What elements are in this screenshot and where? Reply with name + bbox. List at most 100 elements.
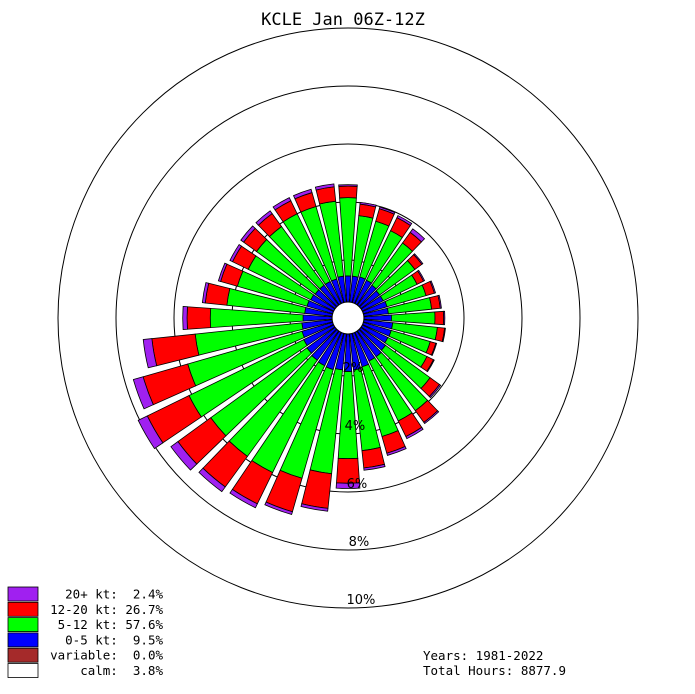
bar-segment — [132, 376, 154, 410]
direction-200 — [264, 332, 345, 516]
bar-segment — [300, 503, 329, 512]
direction-340 — [292, 188, 345, 304]
legend-swatch — [7, 632, 39, 648]
bar-segment — [430, 342, 438, 357]
direction-0 — [338, 184, 358, 303]
bar-segment — [405, 426, 424, 440]
bar-segment — [264, 501, 293, 516]
years-label: Years: 1981-2022 — [423, 648, 543, 663]
direction-130 — [358, 326, 442, 399]
bar-segment — [441, 327, 446, 343]
ring-label: 2% — [343, 361, 364, 376]
bar-segment — [186, 306, 212, 330]
bar-segment — [142, 338, 158, 369]
bar-segment — [204, 282, 231, 306]
bar-segment — [378, 206, 396, 215]
bar-segment — [314, 183, 335, 191]
bar-segment — [426, 359, 435, 373]
bar-segment — [201, 282, 210, 304]
legend-label: 5-12 kt: 57.6% — [58, 617, 164, 632]
direction-160 — [351, 332, 407, 456]
bar-segment — [417, 269, 426, 282]
direction-80 — [362, 294, 442, 317]
ring-label: 4% — [345, 419, 366, 434]
direction-150 — [354, 330, 424, 440]
legend-label: 12-20 kt: 26.7% — [50, 602, 163, 617]
bar-segment — [272, 197, 292, 211]
bar-segment — [229, 488, 258, 509]
ring-label: 6% — [347, 477, 368, 492]
direction-290 — [217, 262, 334, 315]
bar-segment — [292, 188, 313, 200]
bar-segment — [363, 463, 386, 471]
direction-180 — [335, 333, 361, 489]
legend-label: variable: 0.0% — [50, 648, 163, 663]
bar-segment — [338, 185, 358, 199]
direction-300 — [229, 243, 336, 312]
direction-60 — [360, 269, 426, 312]
bar-segment — [335, 482, 361, 489]
bar-segment — [386, 445, 407, 456]
legend-swatch — [7, 617, 39, 632]
direction-50 — [358, 253, 424, 310]
range-ring-4 — [115, 85, 581, 551]
direction-10 — [349, 201, 377, 304]
legend-swatch — [7, 601, 39, 617]
direction-270 — [182, 306, 333, 330]
bar-segment — [429, 280, 437, 294]
bar-segment — [170, 441, 198, 471]
direction-240 — [137, 324, 336, 450]
bar-segment — [434, 310, 445, 326]
direction-40 — [356, 228, 426, 308]
bar-segment — [390, 311, 436, 325]
direction-310 — [240, 225, 338, 310]
bar-segment — [301, 469, 333, 509]
direction-140 — [356, 328, 440, 425]
legend: 20+ kt: 2.4%12-20 kt: 26.7%5-12 kt: 57.6… — [7, 587, 164, 678]
bar-segment — [137, 415, 164, 450]
legend-swatch — [7, 647, 39, 663]
direction-250 — [132, 321, 334, 410]
bar-segment — [255, 210, 273, 226]
bar-segment — [359, 201, 377, 208]
bar-segment — [217, 262, 228, 282]
bar-segment — [413, 253, 424, 265]
legend-swatch — [7, 663, 39, 678]
direction-190 — [300, 332, 347, 512]
legend-label: 0-5 kt: 9.5% — [65, 632, 163, 647]
direction-320 — [255, 210, 340, 308]
direction-20 — [351, 206, 396, 304]
ring-label: 10% — [347, 593, 376, 608]
bar-segment — [423, 410, 440, 425]
calm-circle — [331, 301, 365, 335]
direction-220 — [198, 328, 340, 493]
legend-label: 20+ kt: 2.4% — [65, 587, 163, 602]
direction-210 — [229, 330, 342, 509]
direction-100 — [362, 319, 446, 343]
range-ring-5 — [57, 27, 639, 609]
direction-330 — [272, 197, 342, 306]
direction-30 — [354, 215, 413, 306]
bar-segment — [396, 215, 413, 226]
bar-segment — [437, 294, 442, 309]
direction-350 — [314, 183, 347, 304]
bar-segment — [198, 467, 226, 493]
bar-segment — [182, 306, 188, 330]
legend-label: calm: 3.8% — [80, 663, 163, 678]
bar-segment — [338, 184, 358, 187]
ring-label: 8% — [349, 535, 370, 550]
direction-90 — [363, 310, 446, 326]
direction-260 — [142, 319, 334, 369]
direction-120 — [360, 324, 435, 373]
bar-segment — [443, 310, 446, 326]
total-hours-label: Total Hours: 8877.9 — [423, 663, 566, 678]
bar-segment — [229, 243, 243, 263]
direction-170 — [349, 332, 386, 471]
direction-230 — [170, 326, 338, 471]
bar-segment — [240, 225, 256, 243]
wind-bars — [132, 183, 446, 516]
chart-title: KCLE Jan 06Z-12Z — [261, 10, 425, 30]
bar-segment — [428, 383, 442, 399]
range-ring-3 — [173, 143, 523, 493]
